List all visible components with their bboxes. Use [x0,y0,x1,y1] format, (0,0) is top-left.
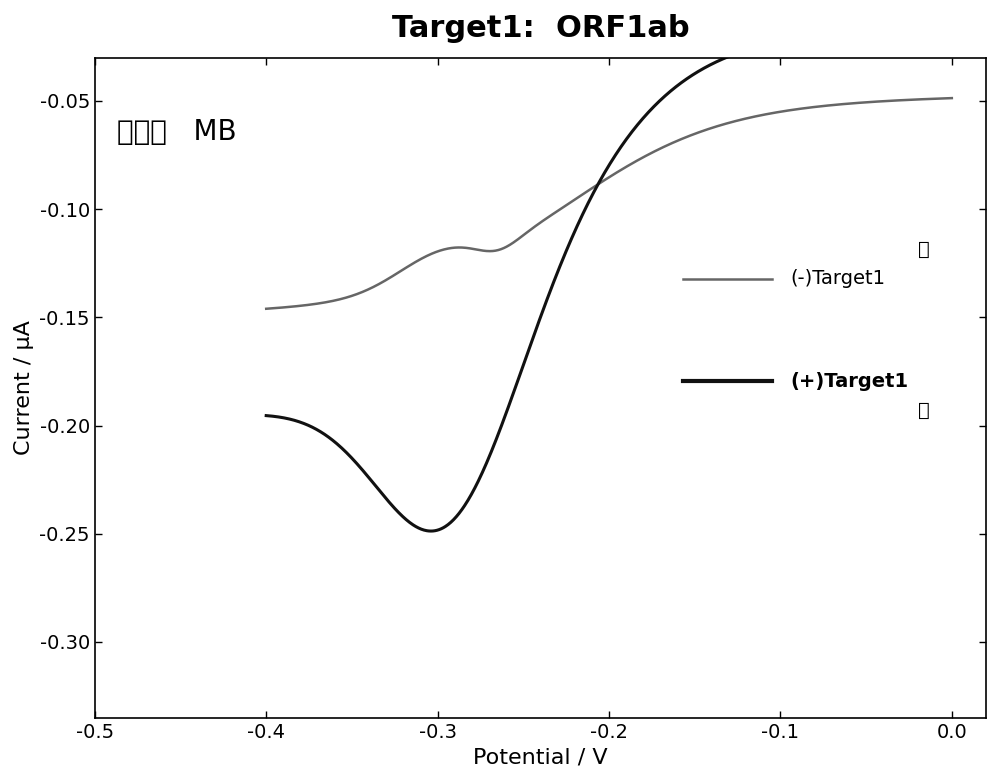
Title: Target1:  ORF1ab: Target1: ORF1ab [392,14,689,43]
Text: 下: 下 [918,401,930,420]
Text: (-)Target1: (-)Target1 [790,269,885,288]
X-axis label: Potential / V: Potential / V [473,747,608,767]
Text: 信号：   MB: 信号： MB [117,118,237,146]
Y-axis label: Current / μA: Current / μA [14,320,34,455]
Text: 上: 上 [918,240,930,259]
Text: (+)Target1: (+)Target1 [790,372,908,390]
